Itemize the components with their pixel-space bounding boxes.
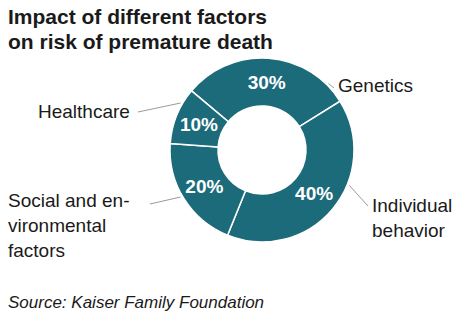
category-label: Individual: [372, 195, 452, 216]
title-line: Impact of different factors: [8, 5, 267, 28]
leader-line: [150, 197, 181, 204]
title: Impact of different factorson risk of pr…: [8, 5, 273, 53]
data-label: 20%: [185, 176, 223, 197]
source: Source: Kaiser Family Foundation: [8, 293, 264, 312]
data-labels: 30% 40% 20% 10%: [180, 72, 333, 205]
leader-line: [138, 103, 181, 112]
slice: [228, 101, 354, 242]
category-label: vironmental: [8, 215, 106, 236]
category-label: Healthcare: [38, 101, 130, 122]
donut: [170, 58, 354, 242]
category-label: factors: [8, 240, 65, 261]
chart: Impact of different factorson risk of pr…: [0, 0, 474, 322]
slice: [170, 144, 246, 236]
data-label: 40%: [295, 183, 333, 204]
category-label: Genetics: [338, 75, 413, 96]
category-labels: Genetics Individual behavior Social and en-…: [8, 75, 452, 261]
category-label: behavior: [372, 220, 446, 241]
category-label: Social and en-: [8, 190, 129, 211]
data-label: 10%: [180, 114, 218, 135]
title-line: on risk of premature death: [8, 30, 273, 53]
leader-line: [328, 84, 334, 88]
data-label: 30%: [248, 72, 286, 93]
leader-line: [349, 185, 368, 206]
slice: [170, 91, 228, 147]
